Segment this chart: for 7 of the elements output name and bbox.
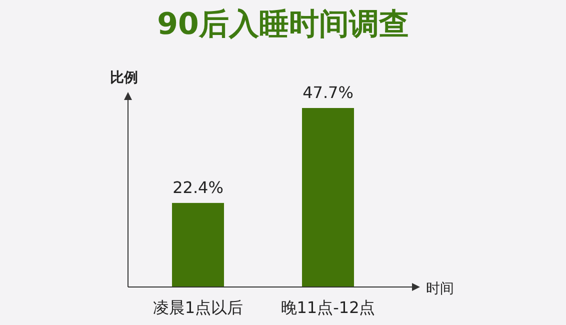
data-label: 22.4% <box>172 178 224 197</box>
x-tick-label: 凌晨1点以后 <box>152 298 244 317</box>
y-axis-title: 比例 <box>110 70 138 86</box>
data-label: 47.7% <box>302 83 354 102</box>
x-axis-title: 时间 <box>426 281 454 297</box>
chart-title: 90后入睡时间调查 <box>157 7 409 42</box>
x-tick-label: 晚11点-12点 <box>280 298 376 317</box>
